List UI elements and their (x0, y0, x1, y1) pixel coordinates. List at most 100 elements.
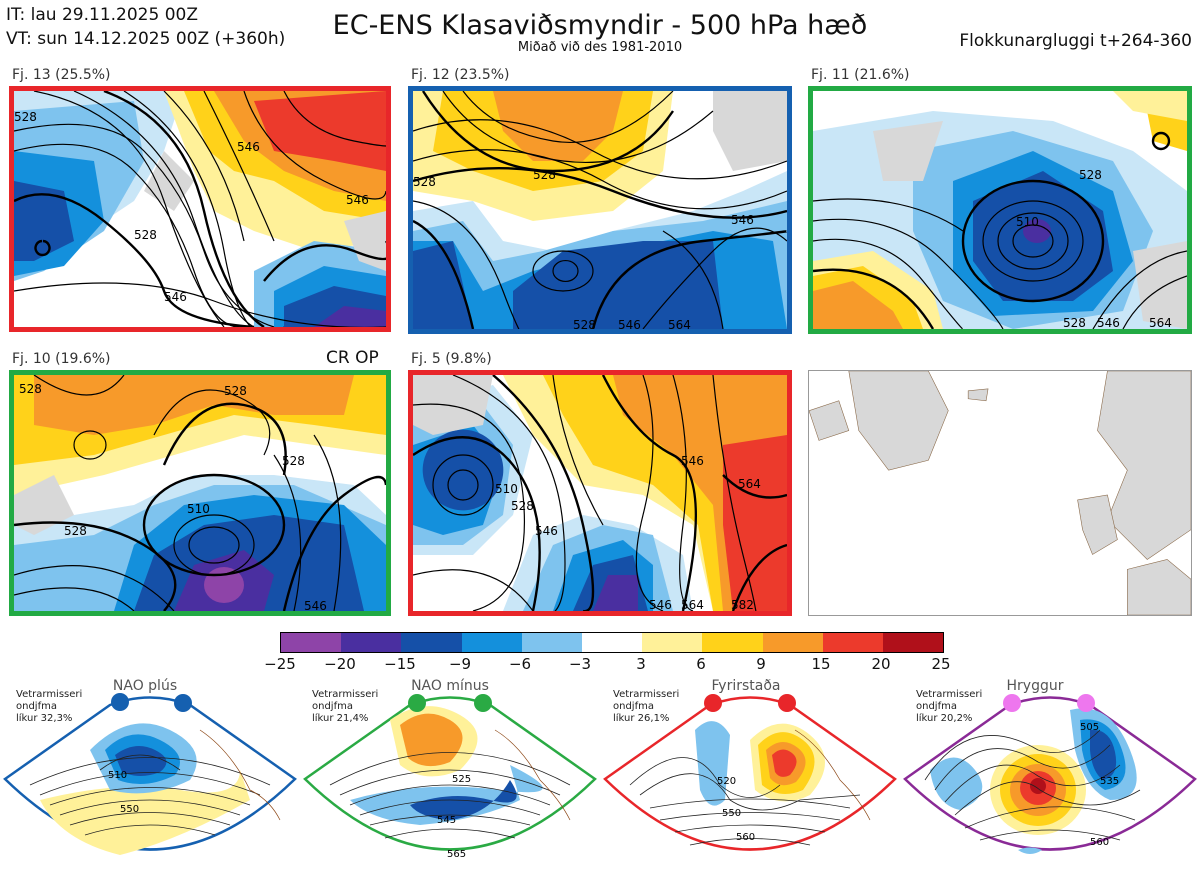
colorbar-tick: 25 (931, 655, 951, 673)
contour-label: 564 (1149, 316, 1172, 329)
contour-label: 528 (413, 175, 436, 189)
regime-map-nao-plus: 510 550 (3, 693, 297, 855)
contour-label: 520 (717, 776, 736, 787)
empty-map-panel (808, 370, 1192, 616)
climate-reference: Miðað við des 1981-2010 (517, 40, 683, 55)
colorbar-swatch (642, 633, 703, 652)
colorbar-swatch (281, 633, 342, 652)
contour-label: 550 (120, 804, 139, 815)
colorbar-swatch (702, 633, 763, 652)
colorbar-swatch (581, 633, 643, 652)
cluster-map-11: 510 528 528 546 564 (808, 86, 1192, 334)
cluster-map-12: 528 528 546 528 546 564 (408, 86, 792, 334)
contour-label: 525 (452, 774, 471, 785)
contour-label: 546 (1097, 316, 1120, 329)
colorbar-tick: −9 (448, 655, 472, 673)
regime-dot-icon (704, 694, 722, 712)
contour-label: 545 (437, 815, 456, 826)
colorbar-swatch (762, 633, 823, 652)
regime-dot-icon (408, 694, 426, 712)
classification-window: Flokkunargluggi t+264-360 (959, 31, 1192, 51)
panel-label: Fj. 10 (19.6%) (12, 351, 111, 367)
contour-label: 528 (1079, 168, 1102, 182)
contour-label: 546 (618, 318, 641, 329)
contour-label: 546 (304, 599, 327, 611)
regime-dot-icon (778, 694, 796, 712)
colorbar-tick: −20 (324, 655, 356, 673)
contour-label: 528 (511, 499, 534, 513)
cluster-map-10: 528 528 510 528 546 528 (9, 370, 391, 616)
regime-name: NAO plús (112, 678, 178, 694)
colorbar-swatch (401, 633, 462, 652)
contour-label: 528 (134, 228, 157, 242)
contour-label: 528 (19, 382, 42, 396)
regime-note: Vetrarmisseri ondjfma líkur 32,3% (16, 689, 83, 724)
contour-label: 528 (14, 110, 37, 124)
colorbar-tick: −25 (264, 655, 296, 673)
regime-map-blocking: 520 550 560 (603, 694, 897, 851)
page-title: EC-ENS Klasaviðsmyndir - 500 hPa hæð (332, 10, 868, 41)
contour-label: 528 (533, 168, 556, 182)
regime-map-ridge: 505 535 560 (903, 694, 1197, 854)
contour-label: 546 (346, 193, 369, 207)
regime-note: Vetrarmisseri ondjfma líkur 20,2% (916, 689, 983, 724)
contour-label: 550 (722, 808, 741, 819)
contour-label: 510 (108, 770, 127, 781)
colorbar-tick: 9 (756, 655, 766, 673)
contour-label: 546 (681, 454, 704, 468)
contour-label: 528 (224, 384, 247, 398)
regime-name: NAO mínus (411, 678, 489, 694)
colorbar-tick: −6 (508, 655, 532, 673)
regime-dot-icon (111, 693, 129, 711)
contour-label: 546 (164, 290, 187, 304)
contour-label: 510 (1016, 215, 1039, 229)
valid-time: VT: sun 14.12.2025 00Z (+360h) (6, 29, 286, 49)
panel-label: Fj. 11 (21.6%) (811, 67, 910, 83)
colorbar-swatch (461, 633, 522, 652)
colorbar-swatch (341, 633, 402, 652)
regime-note: Vetrarmisseri ondjfma líkur 26,1% (613, 689, 680, 724)
regime-dot-icon (474, 694, 492, 712)
colorbar-swatch (822, 633, 883, 652)
contour-label: 564 (668, 318, 691, 329)
colorbar-tick: 3 (636, 655, 646, 673)
contour-label: 564 (738, 477, 761, 491)
contour-label: 546 (649, 598, 672, 611)
control-run-tag: CR OP (326, 348, 379, 368)
contour-label: 528 (1063, 316, 1086, 329)
cluster-map-13: 546 546 528 546 528 (9, 86, 391, 332)
contour-label: 560 (736, 832, 755, 843)
cluster-map-5: 510 528 546 546 564 546 564 582 (408, 370, 792, 616)
contour-label: 510 (495, 482, 518, 496)
contour-label: 564 (681, 598, 704, 611)
contour-label: 528 (573, 318, 596, 329)
contour-label: 505 (1080, 722, 1099, 733)
colorbar-tick: −3 (568, 655, 592, 673)
colorbar-tick: 6 (696, 655, 706, 673)
panel-label: Fj. 13 (25.5%) (12, 67, 111, 83)
colorbar (280, 632, 944, 653)
contour-label: 560 (1090, 837, 1109, 848)
contour-label: 510 (187, 502, 210, 516)
contour-label: 535 (1100, 776, 1119, 787)
contour-label: 582 (731, 598, 754, 611)
contour-label: 565 (447, 849, 466, 860)
regime-note: Vetrarmisseri ondjfma líkur 21,4% (312, 689, 379, 724)
contour-label: 546 (535, 524, 558, 538)
contour-label: 528 (282, 454, 305, 468)
issue-time: IT: lau 29.11.2025 00Z (6, 5, 198, 25)
contour-label: 528 (64, 524, 87, 538)
colorbar-tick: 15 (811, 655, 831, 673)
regime-dot-icon (1077, 694, 1095, 712)
regime-dot-icon (1003, 694, 1021, 712)
colorbar-swatch (521, 633, 582, 652)
panel-label: Fj. 5 (9.8%) (411, 351, 492, 367)
contour-label: 546 (731, 213, 754, 227)
colorbar-tick: 20 (871, 655, 891, 673)
colorbar-tick: −15 (384, 655, 416, 673)
regime-name: Fyrirstaða (711, 678, 781, 694)
colorbar-swatch (882, 633, 944, 652)
panel-label: Fj. 12 (23.5%) (411, 67, 510, 83)
contour-label: 546 (237, 140, 260, 154)
regime-name: Hryggur (1006, 678, 1064, 694)
